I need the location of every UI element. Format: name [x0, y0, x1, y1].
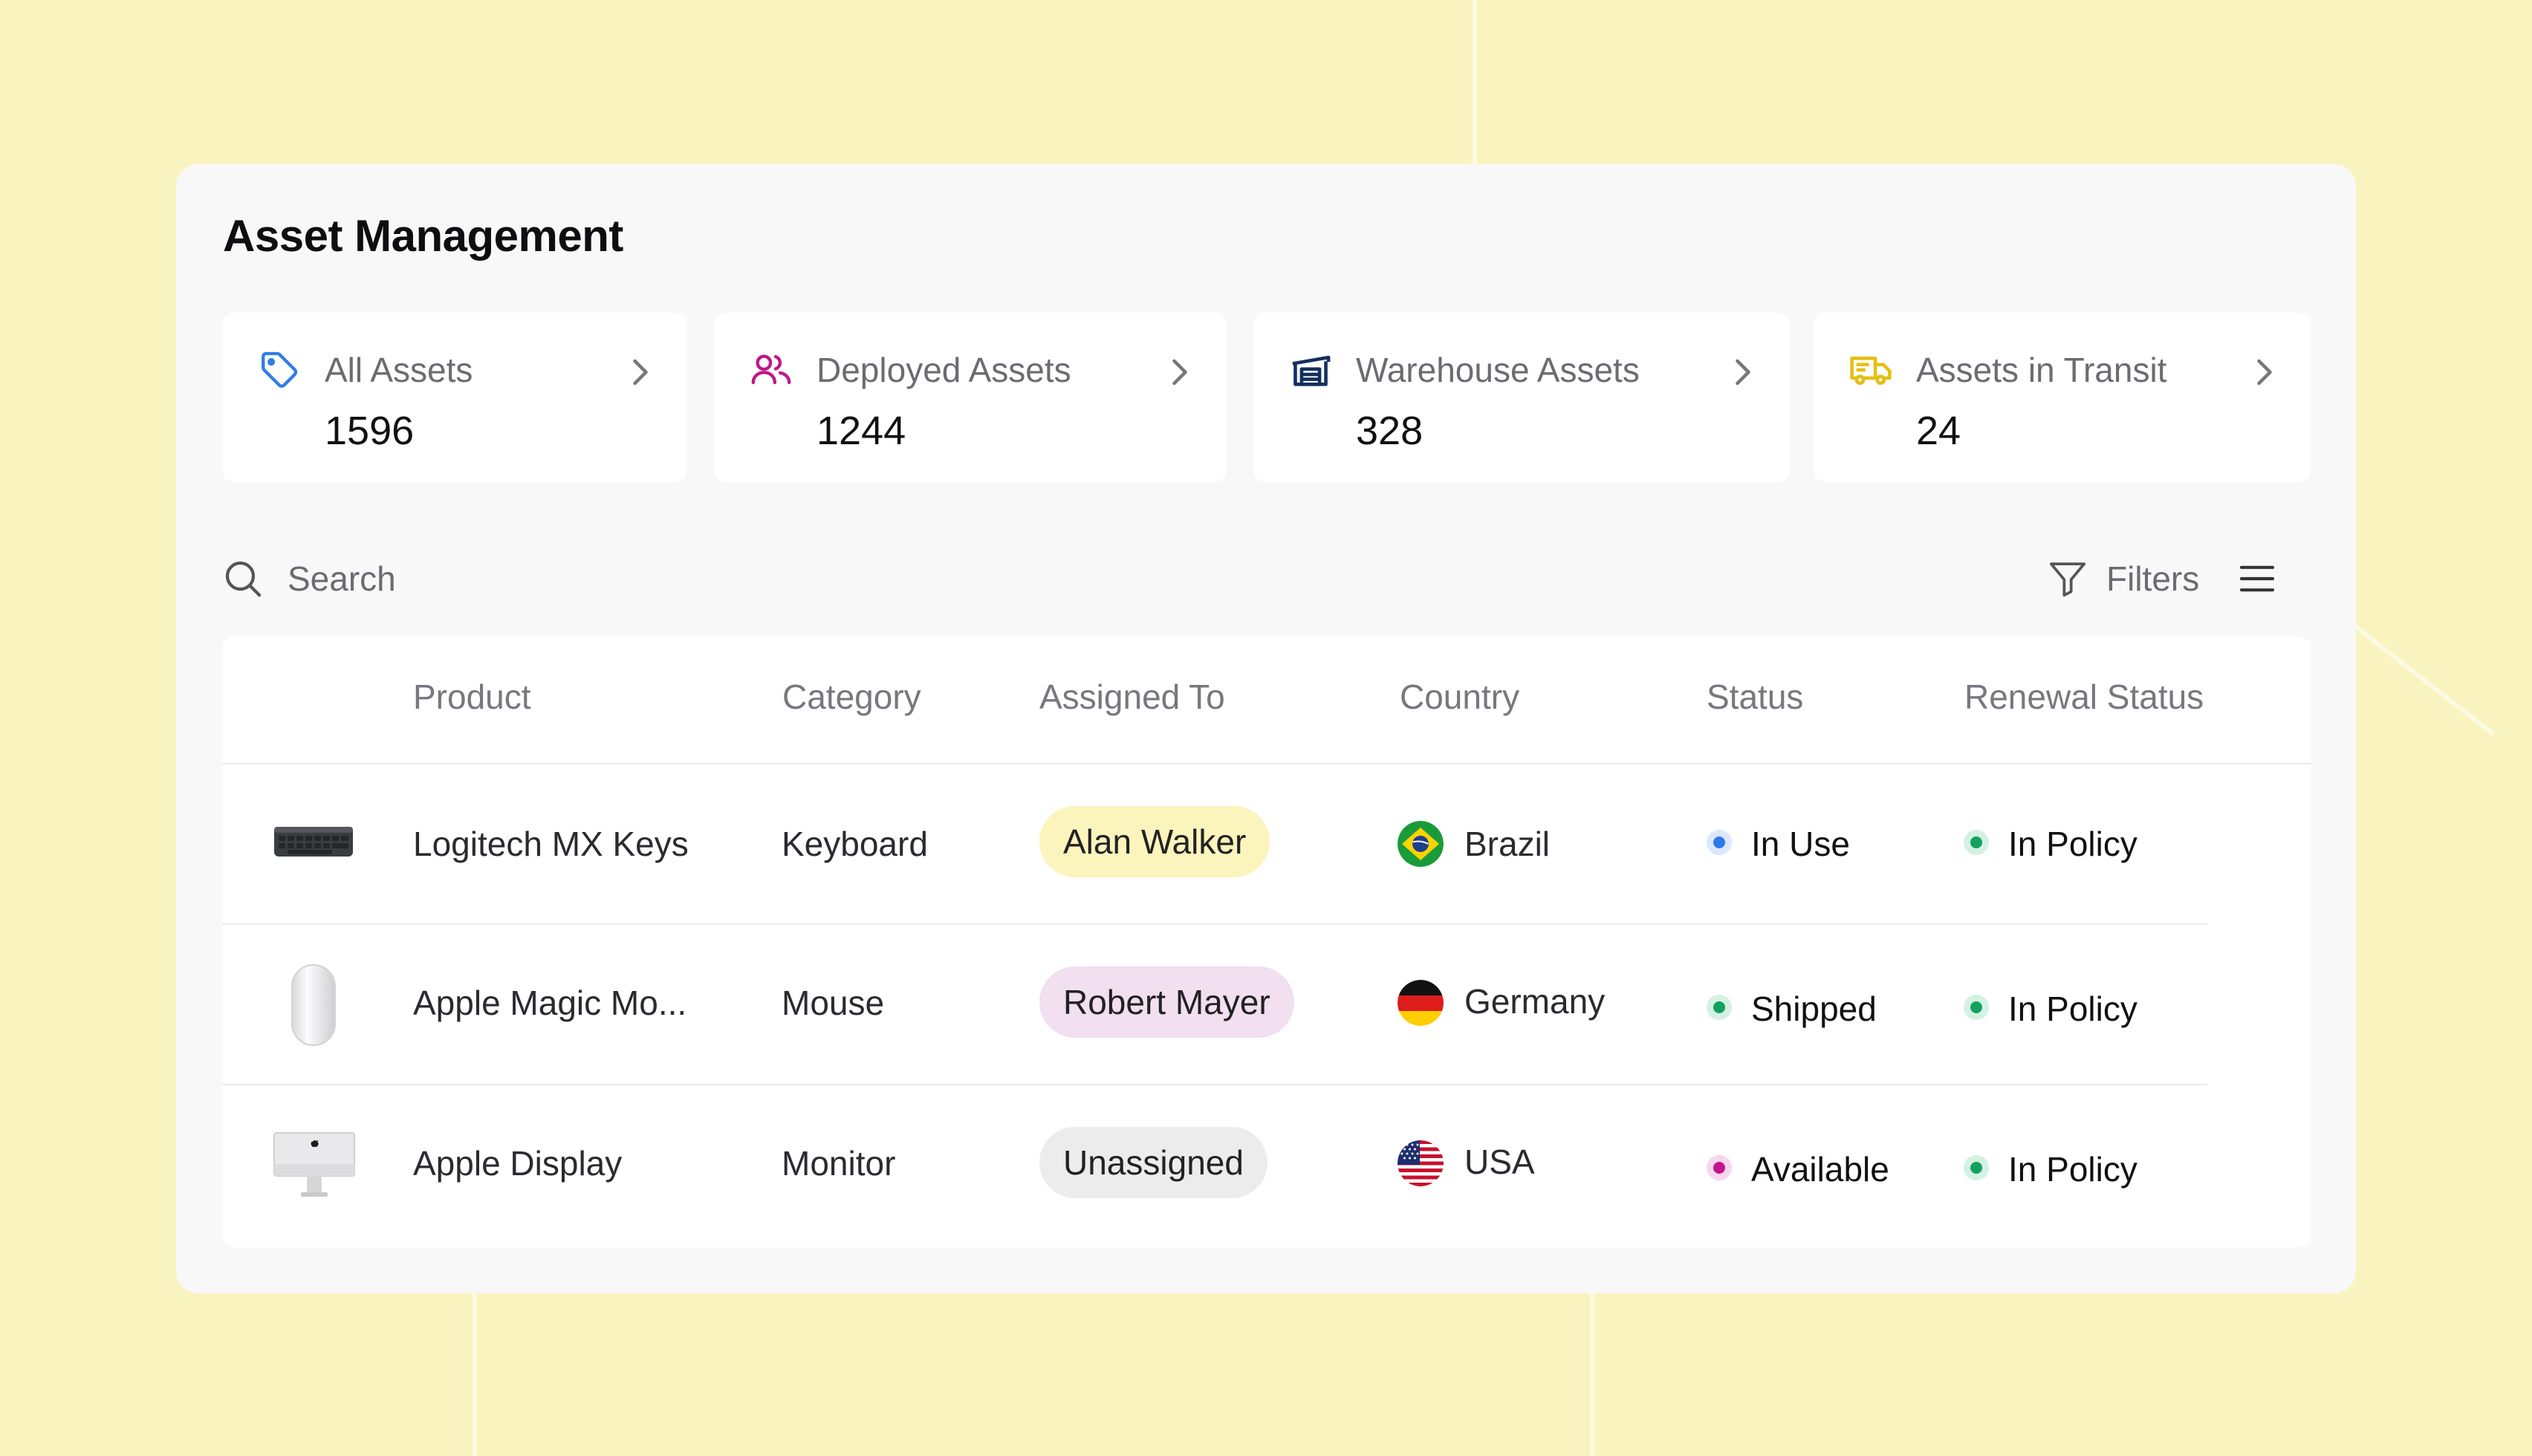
category: Mouse	[782, 984, 885, 1022]
tag-icon	[262, 351, 298, 388]
background-line	[1473, 0, 1477, 164]
category: Keyboard	[782, 825, 928, 863]
column-header-renewal-status[interactable]: Renewal Status	[1964, 677, 2204, 716]
renewal-dot	[1964, 1155, 1989, 1180]
assignee-name: Alan Walker	[1063, 822, 1247, 861]
filters-button[interactable]: Filters	[2047, 553, 2199, 604]
assets-table: Product Category Assigned To Country Sta…	[222, 637, 2311, 1247]
column-header-product[interactable]: Product	[413, 677, 531, 716]
card-label: Assets in Transit	[1916, 351, 2167, 389]
chevron-right-icon	[2257, 359, 2272, 386]
renewal-dot	[1964, 830, 1989, 855]
assignee-name: Unassigned	[1063, 1143, 1244, 1182]
assignee-chip[interactable]: Robert Mayer	[1039, 966, 1294, 1038]
filters-label: Filters	[2106, 559, 2200, 598]
country-name: Brazil	[1464, 825, 1551, 863]
card-value: 1596	[325, 409, 415, 453]
germany-flag	[1398, 980, 1444, 1026]
background-line	[473, 1293, 477, 1456]
product-name: Logitech MX Keys	[413, 825, 689, 863]
truck-icon	[1850, 356, 1892, 386]
menu-icon[interactable]	[2236, 558, 2279, 599]
mouse-image	[291, 964, 336, 1046]
card-label: All Assets	[325, 351, 473, 389]
asset-management-panel: Asset Management All Assets 1596 Deploye…	[176, 164, 2356, 1293]
product-name: Apple Magic Mo...	[413, 984, 687, 1022]
renewal-text: In Policy	[2008, 989, 2137, 1028]
assignee-chip[interactable]: Unassigned	[1039, 1127, 1267, 1198]
card-assets-in-transit[interactable]: Assets in Transit 24	[1814, 313, 2311, 482]
keyboard-image	[274, 827, 353, 857]
chevron-right-icon	[1172, 359, 1187, 386]
page-title: Asset Management	[223, 211, 623, 261]
card-value: 24	[1916, 409, 1961, 453]
column-header-assigned-to[interactable]: Assigned To	[1039, 677, 1225, 716]
chevron-right-icon	[1736, 359, 1750, 386]
card-label: Warehouse Assets	[1356, 351, 1640, 389]
background-line	[2353, 624, 2495, 736]
card-label: Deployed Assets	[817, 351, 1071, 389]
assignee-chip[interactable]: Alan Walker	[1039, 806, 1270, 877]
assignee-name: Robert Mayer	[1063, 983, 1270, 1021]
monitor-image	[273, 1132, 355, 1197]
card-value: 328	[1356, 409, 1424, 453]
filter-icon	[2049, 562, 2086, 597]
renewal-text: In Policy	[2008, 825, 2137, 863]
country-name: Germany	[1464, 982, 1606, 1021]
card-all-assets[interactable]: All Assets 1596	[222, 313, 687, 482]
search-input[interactable]	[288, 556, 733, 601]
status-text: In Use	[1751, 825, 1850, 863]
renewal-text: In Policy	[2008, 1150, 2137, 1189]
users-icon	[751, 354, 791, 385]
product-name: Apple Display	[413, 1144, 623, 1183]
renewal-dot	[1964, 995, 1989, 1020]
table-header-row: Product Category Assigned To Country Sta…	[222, 637, 2311, 764]
warehouse-icon	[1292, 355, 1331, 386]
category: Monitor	[782, 1144, 896, 1183]
status-dot	[1707, 995, 1732, 1020]
brazil-flag	[1398, 821, 1444, 867]
table-row[interactable]: Apple Magic Mo... Mouse Robert Mayer Ger…	[222, 925, 2207, 1085]
table-row[interactable]: Logitech MX Keys Keyboard Alan Walker Br…	[222, 764, 2207, 925]
status-text: Available	[1751, 1150, 1889, 1189]
column-header-status[interactable]: Status	[1707, 677, 1804, 716]
card-deployed-assets[interactable]: Deployed Assets 1244	[714, 313, 1227, 482]
search-icon	[225, 561, 262, 597]
table-row[interactable]: Apple Display Monitor Unassigned	[222, 1085, 2207, 1244]
background-line	[1590, 1293, 1594, 1456]
usa-flag	[1398, 1140, 1444, 1186]
card-warehouse-assets[interactable]: Warehouse Assets 328	[1253, 313, 1790, 482]
chevron-right-icon	[633, 359, 648, 386]
column-header-country[interactable]: Country	[1400, 677, 1520, 716]
status-text: Shipped	[1751, 989, 1877, 1028]
card-value: 1244	[817, 409, 906, 453]
status-dot	[1707, 1155, 1732, 1180]
status-dot	[1707, 830, 1732, 855]
country-name: USA	[1464, 1143, 1535, 1181]
column-header-category[interactable]: Category	[782, 677, 921, 716]
